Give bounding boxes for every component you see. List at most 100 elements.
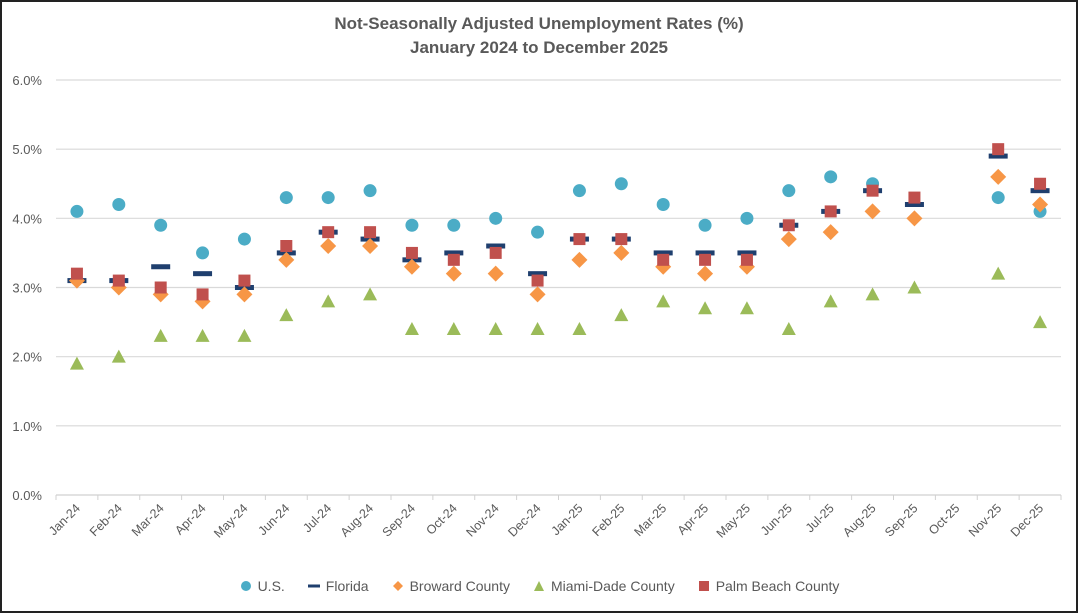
- y-tick-label: 0.0%: [12, 488, 42, 503]
- data-point: [70, 204, 84, 218]
- data-point: [528, 271, 548, 277]
- x-tick-label: Oct-25: [926, 501, 962, 537]
- data-point: [529, 286, 546, 303]
- data-point: [486, 243, 506, 249]
- x-tick-label: Mar-25: [631, 501, 669, 539]
- y-axis: 0.0% 1.0% 2.0% 3.0% 4.0% 5.0% 6.0%: [12, 73, 42, 503]
- data-point: [823, 294, 838, 308]
- x-tick-label: Jun-24: [255, 501, 292, 538]
- data-point: [195, 328, 210, 342]
- data-point: [405, 218, 419, 232]
- data-point: [279, 308, 294, 322]
- data-point: [782, 219, 795, 232]
- x-tick-label: Dec-25: [1008, 501, 1046, 539]
- data-point: [866, 184, 879, 197]
- y-tick-label: 4.0%: [12, 211, 42, 226]
- legend-item: Palm Beach County: [697, 578, 839, 594]
- data-point: [615, 233, 628, 246]
- data-point: [824, 205, 837, 218]
- data-point: [531, 225, 545, 239]
- data-point: [403, 258, 420, 275]
- data-point: [904, 202, 924, 207]
- data-point: [236, 286, 253, 303]
- legend-label: Broward County: [409, 578, 510, 594]
- data-point: [279, 191, 293, 205]
- data-point: [278, 251, 295, 268]
- data-point: [112, 274, 125, 287]
- x-tick-label: Dec-24: [505, 501, 543, 539]
- data-point: [991, 191, 1005, 205]
- legend-label: U.S.: [257, 578, 285, 594]
- x-tick-label: Jul-24: [300, 501, 334, 535]
- series-florida: [67, 153, 1050, 290]
- x-tick-label: Sep-24: [380, 501, 418, 539]
- legend-item: Miami-Dade County: [532, 578, 675, 594]
- series-palm-beach-county: [70, 143, 1047, 301]
- data-point: [69, 356, 84, 370]
- x-tick-label: Jan-25: [549, 501, 586, 538]
- x-tick-label: Jul-25: [803, 501, 837, 535]
- legend-marker-dash-icon: [307, 584, 320, 588]
- data-point: [907, 280, 922, 294]
- data-point: [445, 265, 462, 282]
- data-point: [781, 322, 796, 335]
- x-tick-label: Feb-25: [590, 501, 628, 539]
- data-point: [112, 198, 126, 211]
- x-tick-label: Oct-24: [424, 501, 460, 537]
- data-point: [571, 251, 588, 268]
- x-axis: Jan-24 Feb-24 Mar-24 Apr-24 May-24 Jun-24 Jul-…: [46, 495, 1062, 541]
- x-tick-label: Sep-25: [882, 501, 920, 539]
- chart-title: Not-Seasonally Adjusted Unemployment Rat…: [334, 14, 744, 33]
- y-tick-label: 5.0%: [12, 142, 42, 157]
- x-tick-label: Apr-25: [675, 501, 711, 537]
- data-point: [991, 266, 1006, 280]
- legend-label: Florida: [325, 578, 369, 594]
- data-point: [321, 294, 336, 308]
- data-point: [530, 322, 545, 335]
- data-point: [531, 274, 544, 287]
- data-point: [196, 288, 209, 301]
- data-point: [487, 265, 504, 282]
- data-point: [404, 322, 419, 335]
- data-point: [1030, 188, 1050, 194]
- x-tick-label: Jan-24: [46, 501, 83, 538]
- legend-marker-square-icon: [698, 581, 709, 591]
- x-tick-label: May-25: [714, 501, 753, 540]
- data-point: [1033, 315, 1048, 329]
- x-tick-label: Nov-25: [966, 501, 1004, 539]
- legend-marker-diamond-icon: [392, 581, 403, 591]
- x-tick-label: Feb-24: [87, 501, 125, 539]
- data-point: [865, 287, 880, 301]
- data-point: [363, 184, 377, 198]
- data-point: [320, 238, 337, 254]
- x-tick-label: Aug-24: [338, 501, 376, 539]
- chart-subtitle: January 2024 to December 2025: [410, 38, 668, 57]
- data-point: [446, 322, 461, 335]
- data-point: [238, 274, 251, 287]
- legend-marker-circle-icon: [240, 581, 251, 591]
- x-tick-label: May-24: [211, 501, 250, 540]
- data-marks: [67, 143, 1050, 370]
- data-point: [444, 250, 464, 256]
- y-tick-label: 3.0%: [12, 281, 42, 296]
- data-point: [237, 232, 251, 246]
- data-point: [573, 233, 586, 246]
- x-tick-label: Mar-24: [129, 501, 167, 539]
- data-point: [193, 271, 213, 277]
- data-point: [698, 218, 712, 232]
- data-point: [1034, 177, 1047, 190]
- data-point: [237, 328, 252, 342]
- data-point: [321, 191, 335, 205]
- data-point: [1032, 196, 1049, 213]
- legend: U.S. Florida Broward County Miami-Dade Coun…: [0, 578, 1078, 594]
- data-point: [740, 211, 754, 225]
- data-point: [906, 210, 923, 227]
- data-point: [154, 218, 168, 232]
- data-point: [657, 253, 670, 266]
- data-point: [780, 231, 797, 248]
- data-point: [489, 211, 503, 225]
- data-point: [280, 240, 293, 252]
- data-point: [992, 143, 1005, 156]
